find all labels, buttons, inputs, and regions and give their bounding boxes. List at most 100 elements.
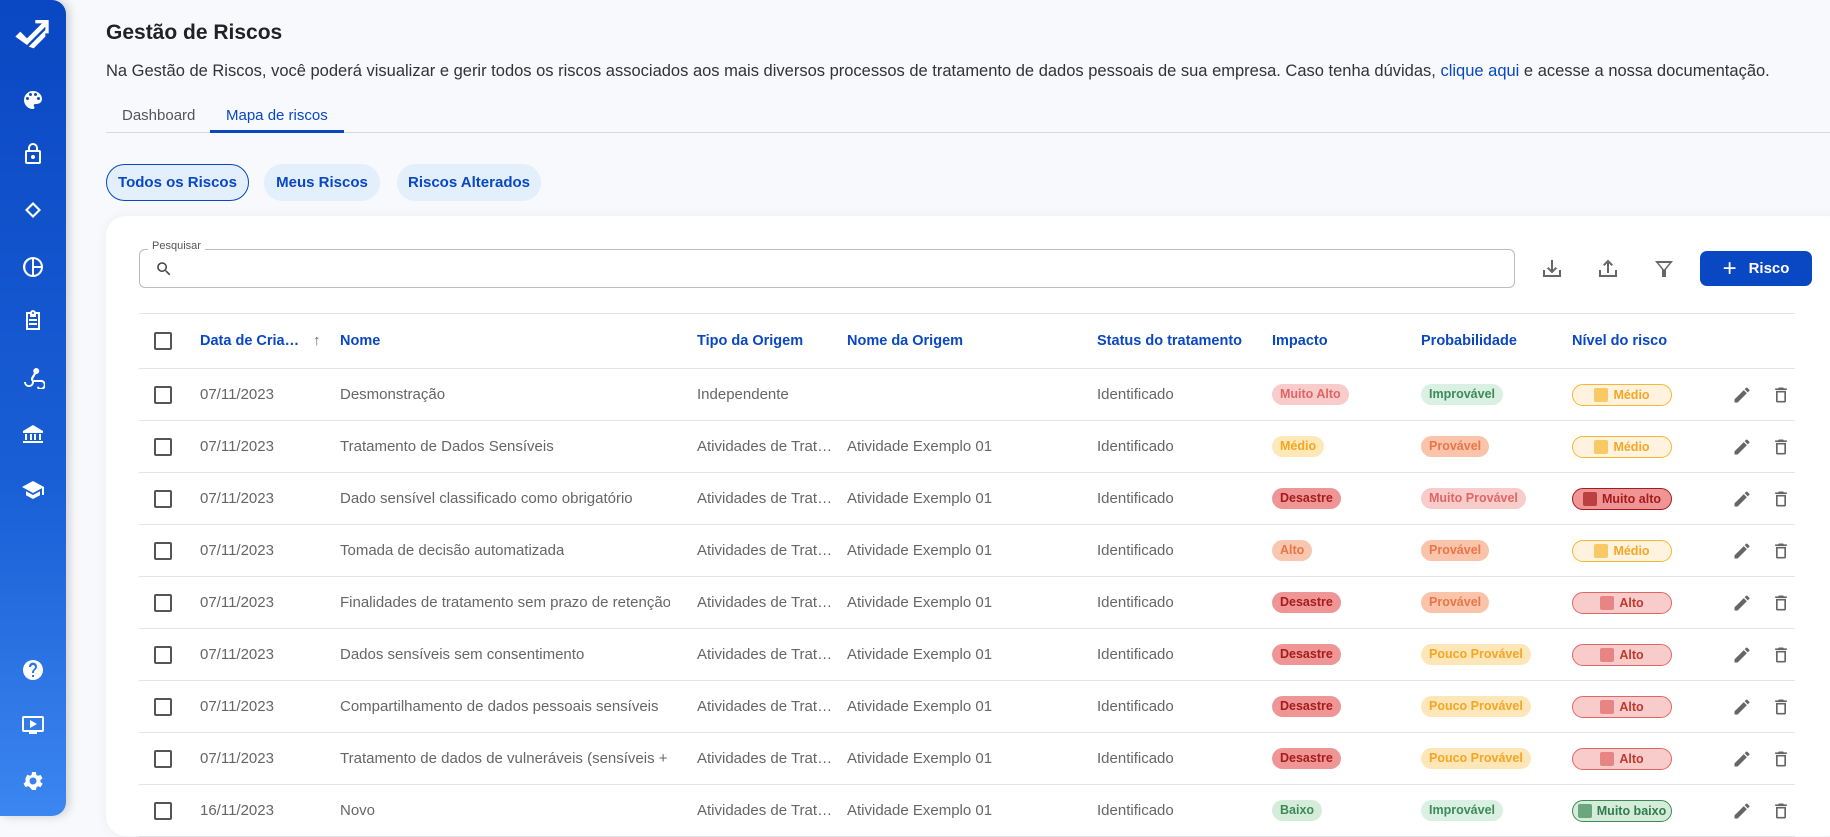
row-checkbox[interactable]	[154, 801, 172, 820]
table-row[interactable]: 07/11/2023 Dado sensível classificado com…	[139, 473, 1795, 525]
cell-name: Dado sensível classificado como obrigató…	[340, 490, 633, 507]
sidebar	[0, 0, 66, 816]
column-header-nivel[interactable]: Nível do risco	[1572, 333, 1668, 349]
risk-level-label: Médio	[1613, 543, 1650, 558]
upload-button[interactable]	[1596, 257, 1620, 281]
sidebar-item-chart-pie[interactable]	[17, 251, 49, 283]
table-row[interactable]: 07/11/2023 Compartilhamento de dados pess…	[139, 681, 1795, 733]
sidebar-item-lock[interactable]	[17, 138, 49, 170]
sidebar-item-clipboard[interactable]	[17, 305, 49, 337]
delete-button[interactable]	[1771, 369, 1791, 420]
impact-badge: Desastre	[1272, 696, 1341, 717]
download-icon	[1543, 260, 1561, 277]
edit-button[interactable]	[1732, 421, 1752, 472]
search-label: Pesquisar	[148, 240, 205, 252]
filter-riscos-alterados[interactable]: Riscos Alterados	[397, 164, 541, 201]
trending-down-icon	[1600, 595, 1615, 610]
trash-icon	[1775, 387, 1787, 402]
table-row[interactable]: 07/11/2023 Tomada de decisão automatizada…	[139, 525, 1795, 577]
search-field[interactable]	[139, 249, 1515, 288]
table-row[interactable]: 07/11/2023 Finalidades de tratamento sem …	[139, 577, 1795, 629]
add-risk-button[interactable]: + Risco	[1700, 251, 1812, 286]
table-row[interactable]: 16/11/2023 Novo Atividades de Trat… Ativida…	[139, 785, 1795, 837]
column-header-tipo-origem[interactable]: Tipo da Origem	[697, 333, 804, 349]
select-all-checkbox[interactable]	[154, 332, 172, 350]
sidebar-item-webhook[interactable]	[17, 361, 49, 393]
edit-button[interactable]	[1732, 473, 1752, 524]
sidebar-item-bank[interactable]	[17, 418, 49, 450]
probability-badge: Provável	[1421, 436, 1490, 457]
description-text-end: e acesse a nossa documentação.	[1519, 62, 1770, 80]
filter-button[interactable]	[1652, 257, 1676, 281]
settings-icon	[23, 772, 43, 790]
sidebar-item-school[interactable]	[17, 474, 49, 506]
edit-button[interactable]	[1732, 369, 1752, 420]
table-row[interactable]: 07/11/2023 Tratamento de dados de vulnerá…	[139, 733, 1795, 785]
edit-button[interactable]	[1732, 629, 1752, 680]
column-header-impacto[interactable]: Impacto	[1272, 333, 1328, 349]
edit-button[interactable]	[1732, 525, 1752, 576]
sidebar-item-palette[interactable]	[17, 84, 49, 116]
probability-badge: Provável	[1421, 592, 1490, 613]
row-checkbox[interactable]	[154, 541, 172, 560]
sidebar-item-logo[interactable]	[8, 19, 56, 51]
row-checkbox[interactable]	[154, 385, 172, 404]
delete-button[interactable]	[1771, 785, 1791, 836]
download-button[interactable]	[1540, 257, 1564, 281]
palette-icon	[24, 91, 42, 109]
risk-level-label: Médio	[1613, 439, 1650, 454]
table-row[interactable]: 07/11/2023 Dados sensíveis sem consentime…	[139, 629, 1795, 681]
sidebar-item-video[interactable]	[17, 709, 49, 741]
row-checkbox[interactable]	[154, 697, 172, 716]
pencil-icon	[1734, 595, 1750, 610]
risk-level-badge: Alto	[1572, 747, 1672, 770]
row-checkbox[interactable]	[154, 437, 172, 456]
risk-level-label: Alto	[1619, 647, 1644, 662]
table-row[interactable]: 07/11/2023 Tratamento de Dados Sensíveis A…	[139, 421, 1795, 473]
cell-name: Desmonstração	[340, 386, 446, 403]
filter-meus-riscos[interactable]: Meus Riscos	[264, 164, 380, 201]
delete-button[interactable]	[1771, 473, 1791, 524]
sidebar-item-handshake[interactable]	[17, 194, 49, 226]
search-input[interactable]	[180, 250, 1500, 287]
delete-button[interactable]	[1771, 421, 1791, 472]
row-checkbox[interactable]	[154, 489, 172, 508]
cell-tipo: Atividades de Trat…	[697, 542, 832, 559]
delete-button[interactable]	[1771, 681, 1791, 732]
sidebar-item-settings[interactable]	[17, 765, 49, 797]
column-header-probabilidade[interactable]: Probabilidade	[1421, 333, 1517, 349]
table-row[interactable]: 07/11/2023 Desmonstração Independente Ident…	[139, 369, 1795, 421]
risk-level-label: Médio	[1613, 387, 1650, 402]
impact-badge: Desastre	[1272, 592, 1341, 613]
pencil-icon	[1734, 699, 1750, 714]
risk-level-label: Alto	[1619, 699, 1644, 714]
cell-name: Novo	[340, 802, 376, 819]
delete-button[interactable]	[1771, 629, 1791, 680]
handshake-icon	[25, 202, 41, 218]
cell-origem: Atividade Exemplo 01	[847, 802, 993, 819]
delete-button[interactable]	[1771, 525, 1791, 576]
delete-button[interactable]	[1771, 577, 1791, 628]
row-checkbox[interactable]	[154, 593, 172, 612]
edit-button[interactable]	[1732, 577, 1752, 628]
row-checkbox[interactable]	[154, 749, 172, 768]
tab-mapa-de-riscos[interactable]: Mapa de riscos	[210, 104, 344, 133]
edit-button[interactable]	[1732, 681, 1752, 732]
column-header-data[interactable]: Data de Cria… ↑	[200, 314, 320, 368]
delete-button[interactable]	[1771, 733, 1791, 784]
column-header-nome[interactable]: Nome	[340, 333, 381, 349]
impact-badge: Muito Alto	[1272, 384, 1349, 405]
cell-date: 07/11/2023	[200, 646, 274, 663]
filter-todos-os-riscos[interactable]: Todos os Riscos	[106, 164, 249, 201]
column-header-nome-origem[interactable]: Nome da Origem	[847, 333, 964, 349]
edit-button[interactable]	[1732, 733, 1752, 784]
row-checkbox[interactable]	[154, 645, 172, 664]
trash-icon	[1775, 595, 1787, 610]
documentation-link[interactable]: clique aqui	[1440, 62, 1520, 80]
edit-button[interactable]	[1732, 785, 1752, 836]
sidebar-item-help[interactable]	[17, 654, 49, 686]
webhook-icon	[24, 368, 45, 389]
tab-dashboard[interactable]: Dashboard	[122, 107, 196, 124]
impact-badge: Desastre	[1272, 644, 1341, 665]
column-header-status[interactable]: Status do tratamento	[1097, 333, 1243, 349]
